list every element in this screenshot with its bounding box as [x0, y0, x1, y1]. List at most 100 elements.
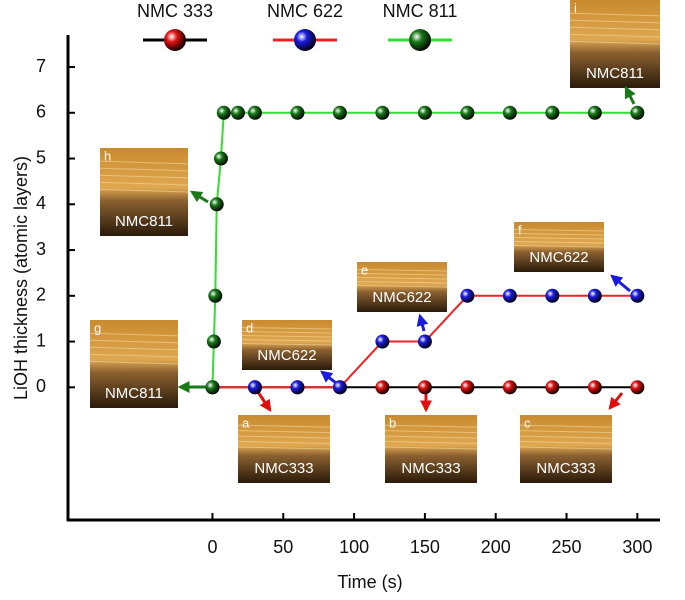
lattice-fringe — [384, 446, 478, 450]
inset-image: c NMC333 — [519, 415, 613, 483]
inset-label: NMC811 — [586, 65, 644, 82]
lattice-fringe — [569, 26, 661, 31]
lattice-fringe — [237, 430, 331, 434]
data-point — [290, 380, 305, 395]
y-tick-label: 7 — [36, 56, 46, 76]
lattice-fringe — [241, 339, 333, 342]
inset-image: g NMC811 — [89, 320, 179, 408]
lattice-fringe — [237, 424, 331, 428]
x-tick-label: 150 — [410, 537, 440, 557]
inset-letter: d — [246, 320, 253, 335]
lattice-fringe — [241, 331, 333, 334]
x-tick-label: 50 — [273, 537, 293, 557]
lattice-fringe — [99, 167, 189, 172]
lattice-fringe — [89, 346, 179, 351]
arrow — [624, 85, 636, 105]
data-point — [216, 105, 231, 120]
data-point — [502, 380, 517, 395]
lattice-fringe — [569, 12, 661, 17]
inset-image: b NMC333 — [384, 415, 478, 483]
data-point — [460, 105, 475, 120]
data-point — [630, 105, 645, 120]
inset-image: h NMC811 — [99, 148, 189, 236]
y-tick-label: 5 — [36, 147, 46, 167]
inset-letter: e — [361, 262, 368, 277]
lattice-fringe — [237, 441, 331, 445]
arrow — [608, 392, 624, 410]
lattice-fringe — [89, 332, 179, 337]
lattice-fringe — [356, 269, 448, 272]
legend-label: NMC 811 — [383, 1, 458, 21]
lattice-fringe — [99, 160, 189, 165]
data-point — [545, 380, 560, 395]
lattice-fringe — [513, 237, 605, 240]
legend-marker — [294, 29, 316, 51]
data-point — [247, 380, 262, 395]
arrow — [416, 313, 429, 332]
data-point — [375, 380, 390, 395]
x-axis-label: Time (s) — [337, 572, 402, 592]
legend-marker — [409, 29, 431, 51]
x-tick-label: 300 — [622, 537, 652, 557]
data-point — [247, 105, 262, 120]
y-tick-label: 4 — [36, 193, 46, 213]
inset-label: NMC333 — [254, 460, 313, 477]
data-point — [460, 288, 475, 303]
lattice-fringe — [89, 339, 179, 344]
y-tick-label: 6 — [36, 102, 46, 122]
data-point — [290, 105, 305, 120]
inset-label: NMC811 — [115, 213, 173, 230]
data-point — [206, 334, 221, 349]
data-point — [587, 288, 602, 303]
inset-image: a NMC333 — [237, 415, 331, 483]
lattice-fringe — [241, 343, 333, 346]
data-point — [417, 105, 432, 120]
data-point — [545, 288, 560, 303]
data-point — [502, 288, 517, 303]
inset-label: NMC622 — [529, 249, 588, 266]
inset-letter: b — [389, 415, 396, 430]
lattice-fringe — [356, 281, 448, 284]
lattice-fringe — [569, 40, 661, 45]
y-axis-label: LiOH thickness (atomic layers) — [11, 156, 31, 400]
x-tick-label: 0 — [207, 537, 217, 557]
inset-label: NMC333 — [401, 460, 460, 477]
inset-label: NMC622 — [257, 347, 316, 364]
arrow — [320, 370, 337, 385]
lattice-fringe — [241, 327, 333, 330]
lattice-fringe — [519, 435, 613, 439]
data-point — [417, 380, 432, 395]
inset-letter: c — [524, 415, 531, 430]
inset-label: NMC333 — [536, 460, 595, 477]
data-point — [332, 105, 347, 120]
data-point — [417, 334, 432, 349]
lattice-fringe — [356, 285, 448, 288]
data-point — [587, 380, 602, 395]
inset-letter: f — [518, 222, 522, 237]
y-tick-label: 1 — [36, 330, 46, 350]
lattice-fringe — [569, 19, 661, 24]
inset-letter: i — [574, 0, 577, 15]
data-point — [230, 105, 245, 120]
lattice-fringe — [513, 241, 605, 244]
lattice-fringe — [519, 446, 613, 450]
data-point — [460, 380, 475, 395]
inset-letter: a — [242, 415, 250, 430]
lattice-fringe — [99, 188, 189, 193]
data-point — [208, 288, 223, 303]
lattice-fringe — [384, 424, 478, 428]
x-tick-label: 250 — [552, 537, 582, 557]
lattice-fringe — [519, 424, 613, 428]
lattice-fringe — [513, 229, 605, 232]
data-point — [213, 151, 228, 166]
lattice-fringe — [519, 441, 613, 445]
data-point — [502, 105, 517, 120]
axes — [66, 35, 660, 522]
y-tick-label: 3 — [36, 239, 46, 259]
lattice-fringe — [384, 435, 478, 439]
inset-image: e NMC622 — [356, 262, 448, 312]
lattice-fringe — [513, 245, 605, 248]
legend-label: NMC 622 — [267, 1, 343, 21]
data-point — [375, 105, 390, 120]
